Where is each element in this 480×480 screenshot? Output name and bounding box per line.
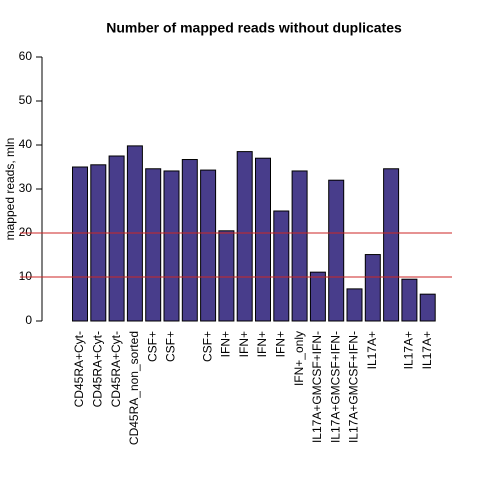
y-tick-label: 40: [19, 137, 33, 151]
bar: [401, 278, 418, 322]
bar: [236, 151, 253, 322]
bar: [383, 168, 400, 322]
bar: [108, 155, 125, 322]
bar: [90, 164, 107, 322]
bar: [145, 168, 162, 322]
x-tick-label: CSF+: [145, 331, 159, 362]
y-tick-label: 50: [19, 93, 33, 107]
chart-title: Number of mapped reads without duplicate…: [106, 20, 402, 36]
x-tick-label: IL17A+GMCSF+IFN-: [310, 331, 324, 443]
y-tick-label: 10: [19, 269, 33, 283]
bar: [364, 254, 381, 322]
x-tick-label: IFN+: [273, 331, 287, 357]
y-tick-label: 60: [19, 49, 33, 63]
y-tick-label: 0: [25, 313, 32, 327]
x-tick-label: IFN+: [219, 331, 233, 357]
bar: [309, 271, 326, 322]
x-tick-label: IL17A+GMCSF+IFN-: [328, 331, 342, 443]
bar: [255, 157, 271, 322]
x-tick-label: CSF+: [200, 331, 214, 362]
bar: [181, 159, 198, 322]
bar: [346, 288, 363, 322]
bar: [273, 210, 290, 322]
y-tick-label: 20: [19, 225, 33, 239]
x-tick-label: CD45RA+Cyt-: [90, 331, 104, 407]
x-tick-label: CSF+: [164, 331, 178, 362]
x-tick-label: CD45RA+Cyt-: [109, 331, 123, 407]
x-tick-label: IFN+_only: [292, 331, 306, 386]
bar: [72, 166, 88, 322]
bar: [328, 179, 345, 322]
y-axis-label: mapped reads, mln: [3, 138, 17, 241]
bar: [291, 170, 308, 322]
x-tick-label: IFN+: [255, 331, 269, 357]
bar: [419, 293, 436, 322]
x-tick-label: CD45RA_non_sorted: [127, 331, 141, 445]
x-tick-label: IL17A+: [402, 331, 416, 369]
x-tick-label: CD45RA+Cyt-: [72, 331, 86, 407]
x-tick-label: IFN+: [237, 331, 251, 357]
bar: [200, 169, 217, 322]
bar: [218, 230, 235, 322]
bar: [163, 170, 180, 322]
x-tick-label: IL17A+: [420, 331, 434, 369]
y-tick-label: 30: [19, 181, 33, 195]
x-tick-label: IL17A+: [365, 331, 379, 369]
x-tick-label: IL17A+GMCSF+IFN-: [347, 331, 361, 443]
